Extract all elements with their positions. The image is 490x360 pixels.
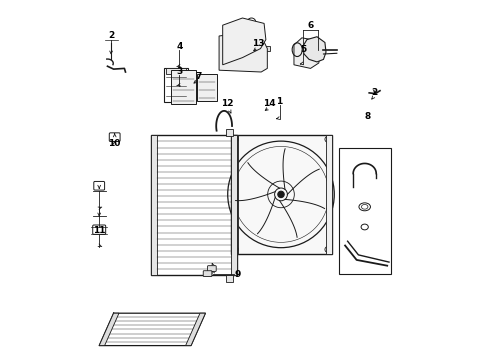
- Text: 1: 1: [276, 97, 283, 106]
- FancyBboxPatch shape: [203, 271, 212, 276]
- Bar: [164, 68, 188, 102]
- Text: 2: 2: [108, 31, 114, 40]
- Polygon shape: [186, 313, 205, 346]
- Bar: [231, 135, 332, 254]
- Polygon shape: [294, 38, 320, 68]
- Text: 9: 9: [235, 270, 241, 279]
- Polygon shape: [222, 18, 266, 65]
- Bar: [326, 135, 332, 254]
- Text: 3: 3: [176, 67, 183, 76]
- Bar: [231, 135, 237, 275]
- Polygon shape: [303, 37, 326, 62]
- Text: 8: 8: [364, 112, 370, 121]
- Bar: [197, 74, 217, 101]
- Circle shape: [278, 191, 284, 198]
- Bar: [339, 148, 391, 274]
- FancyBboxPatch shape: [208, 266, 216, 271]
- Text: 13: 13: [252, 40, 264, 49]
- Polygon shape: [99, 313, 119, 346]
- Bar: [151, 135, 237, 275]
- Text: 14: 14: [263, 99, 276, 108]
- Bar: [229, 31, 240, 38]
- Text: 10: 10: [108, 139, 121, 148]
- Bar: [259, 46, 270, 51]
- Text: 5: 5: [300, 45, 306, 54]
- Text: 11: 11: [93, 226, 105, 235]
- Bar: [225, 275, 233, 282]
- Text: 2: 2: [371, 88, 377, 97]
- Text: 4: 4: [176, 42, 183, 51]
- Bar: [166, 68, 186, 74]
- Text: 6: 6: [307, 21, 314, 30]
- Text: 7: 7: [195, 72, 201, 81]
- Bar: [225, 129, 233, 136]
- Bar: [151, 135, 157, 275]
- Polygon shape: [219, 32, 268, 72]
- Bar: [171, 70, 196, 104]
- Text: 12: 12: [221, 99, 234, 108]
- Bar: [231, 135, 238, 254]
